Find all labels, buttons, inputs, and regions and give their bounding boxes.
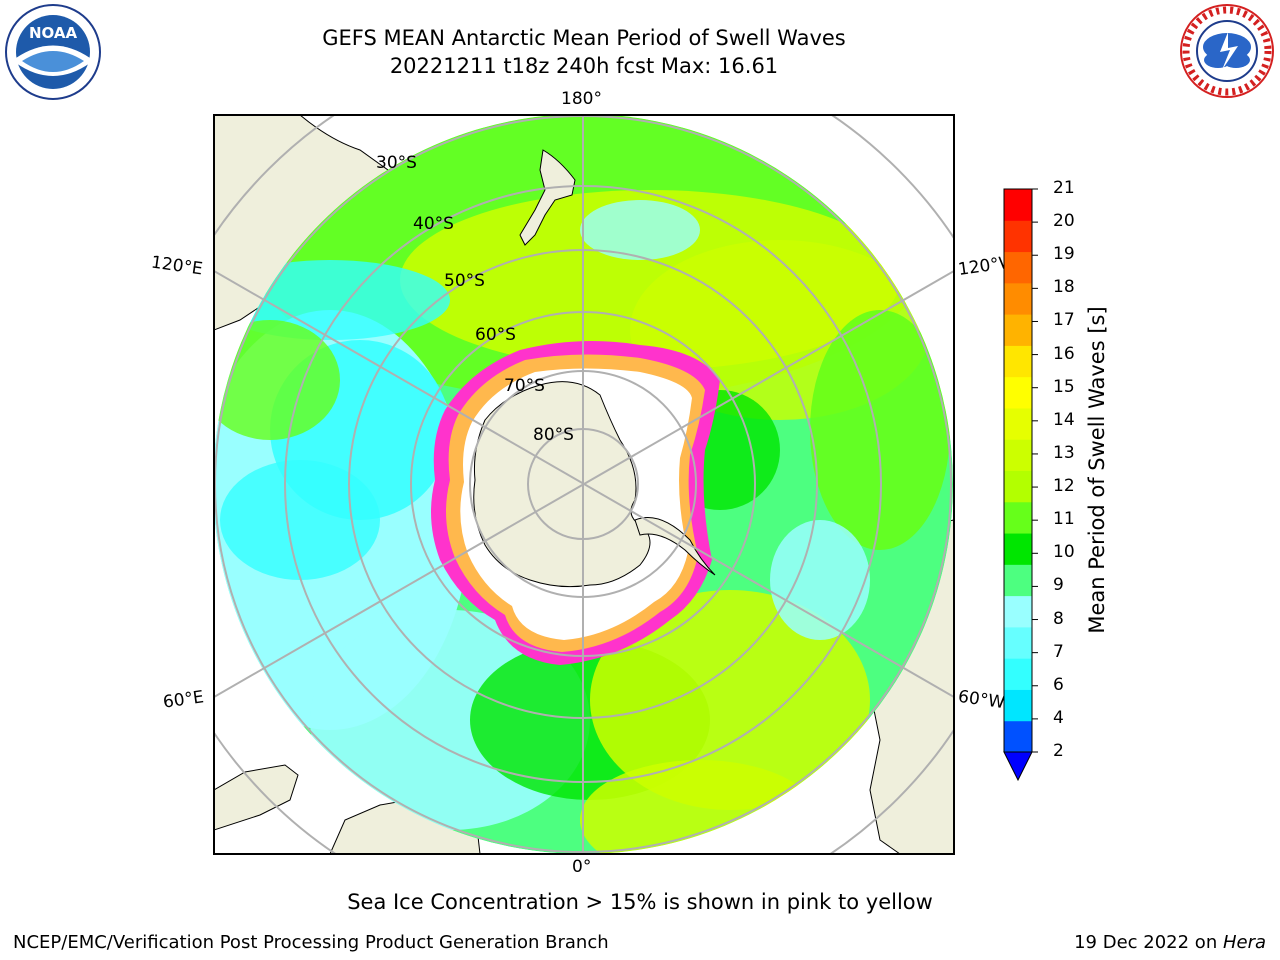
colorbar [1003,188,1038,782]
new-zealand-land [519,149,576,246]
credit-machine: Hera [1222,932,1266,953]
colorbar-segment [1004,501,1032,534]
lat-label-80s: 80°S [533,425,574,445]
lon-label-0: 0° [572,857,592,877]
colorbar-segment [1004,626,1032,659]
colorbar-extend-arrow [1003,751,1033,782]
colorbar-frame [1003,188,1033,753]
colorbar-tick-label: 9 [1053,575,1064,596]
polar-map [213,114,955,855]
colorbar-tick-label: 17 [1053,310,1075,331]
colorbar-tick-label: 21 [1053,178,1075,198]
antarctic-peninsula-land [634,517,716,576]
colorbar-segment [1004,658,1032,690]
colorbar-tick-label: 13 [1053,442,1075,463]
colorbar-segment [1004,376,1032,409]
graticule [214,115,954,854]
colorbar-tick-label: 19 [1053,244,1075,265]
credit-date: 19 Dec 2022 on Hera [1074,932,1266,953]
colorbar-segment [1004,595,1032,628]
colorbar-label: Mean Period of Swell Waves [s] [1085,306,1109,634]
lat-label-70s: 70°S [504,376,545,396]
chart-subtitle: 20221211 t18z 240h fcst Max: 16.61 [389,54,779,78]
noaa-logo-text: NOAA [29,24,78,42]
credit-date-text: 19 Dec 2022 on [1074,932,1223,953]
colorbar-tick-label: 15 [1053,376,1075,397]
lon-label-60e: 60°E [161,687,206,713]
lat-label-60s: 60°S [475,325,516,345]
colorbar-tick-label: 6 [1053,674,1064,695]
credit-branch: NCEP/EMC/Verification Post Processing Pr… [13,932,609,953]
colorbar-tick-label: 11 [1053,509,1075,530]
colorbar-tick-label: 18 [1053,277,1075,298]
colorbar-tick-label: 2 [1053,741,1064,761]
colorbar-segment [1004,439,1032,471]
colorbar-segment [1004,314,1032,346]
colorbar-tick-label: 16 [1053,343,1075,364]
colorbar-tick-label: 10 [1053,542,1075,563]
colorbar-tick-label: 12 [1053,476,1075,497]
colorbar-segment [1004,689,1032,722]
sea-ice-note: Sea Ice Concentration > 15% is shown in … [347,890,933,914]
colorbar-tick-label: 14 [1053,409,1075,430]
map-frame [213,114,955,855]
colorbar-segment [1004,720,1032,753]
colorbar-tick-label: 4 [1053,707,1064,728]
madagascar-land [214,764,299,831]
colorbar-segment [1004,282,1032,315]
lon-label-180: 180° [561,89,602,109]
colorbar-tick-label: 7 [1053,641,1064,662]
nws-logo-icon [1180,4,1274,98]
colorbar-segment [1004,189,1032,221]
noaa-logo-icon: NOAA [5,4,101,100]
lon-label-120e: 120°E [149,252,204,280]
colorbar-segment [1004,470,1032,503]
colorbar-segment [1004,251,1032,284]
colorbar-segment [1004,564,1032,597]
colorbar-tick-label: 8 [1053,608,1064,629]
colorbar-segment [1004,533,1032,565]
lat-label-30s: 30°S [376,153,417,173]
lat-label-50s: 50°S [444,271,485,291]
colorbar-tick-label: 20 [1053,211,1075,232]
colorbar-segment [1004,220,1032,253]
colorbar-segment [1004,345,1032,378]
antarctica-land [473,381,651,588]
chart-title: GEFS MEAN Antarctic Mean Period of Swell… [322,26,846,50]
lat-label-40s: 40°S [413,214,454,234]
colorbar-segment [1004,407,1032,440]
